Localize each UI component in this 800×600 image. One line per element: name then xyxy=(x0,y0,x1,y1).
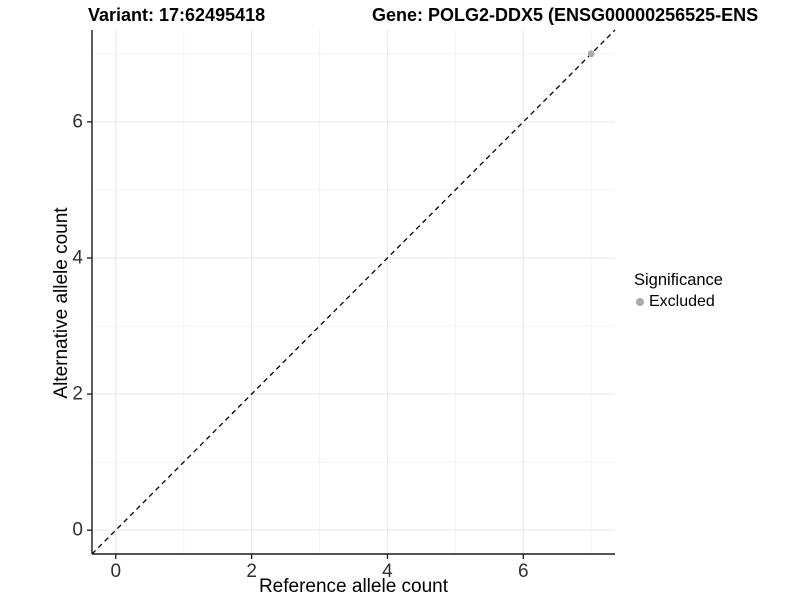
plot-title-variant: Variant: 17:62495418 xyxy=(88,5,266,25)
legend-title: Significance xyxy=(634,271,723,289)
legend-point-icon xyxy=(636,298,644,306)
legend-item-label: Excluded xyxy=(649,293,715,310)
y-axis-title: Alternative allele count xyxy=(51,207,72,399)
x-tick-label: 4 xyxy=(382,561,393,582)
x-tick-label: 6 xyxy=(518,561,529,582)
legend: Significance Excluded xyxy=(634,270,723,311)
y-tick-label: 2 xyxy=(72,384,83,405)
y-tick-label: 4 xyxy=(72,247,83,268)
data-point xyxy=(587,50,595,58)
x-tick-label: 2 xyxy=(246,561,257,582)
legend-item-excluded: Excluded xyxy=(636,293,723,311)
y-tick-label: 6 xyxy=(72,111,83,132)
identity-line xyxy=(91,29,616,555)
x-tick-label: 0 xyxy=(110,561,121,582)
y-tick-label: 0 xyxy=(72,520,83,541)
x-axis-title: Reference allele count xyxy=(258,576,449,597)
plot-title-gene: Gene: POLG2-DDX5 (ENSG00000256525-ENS xyxy=(372,5,759,25)
